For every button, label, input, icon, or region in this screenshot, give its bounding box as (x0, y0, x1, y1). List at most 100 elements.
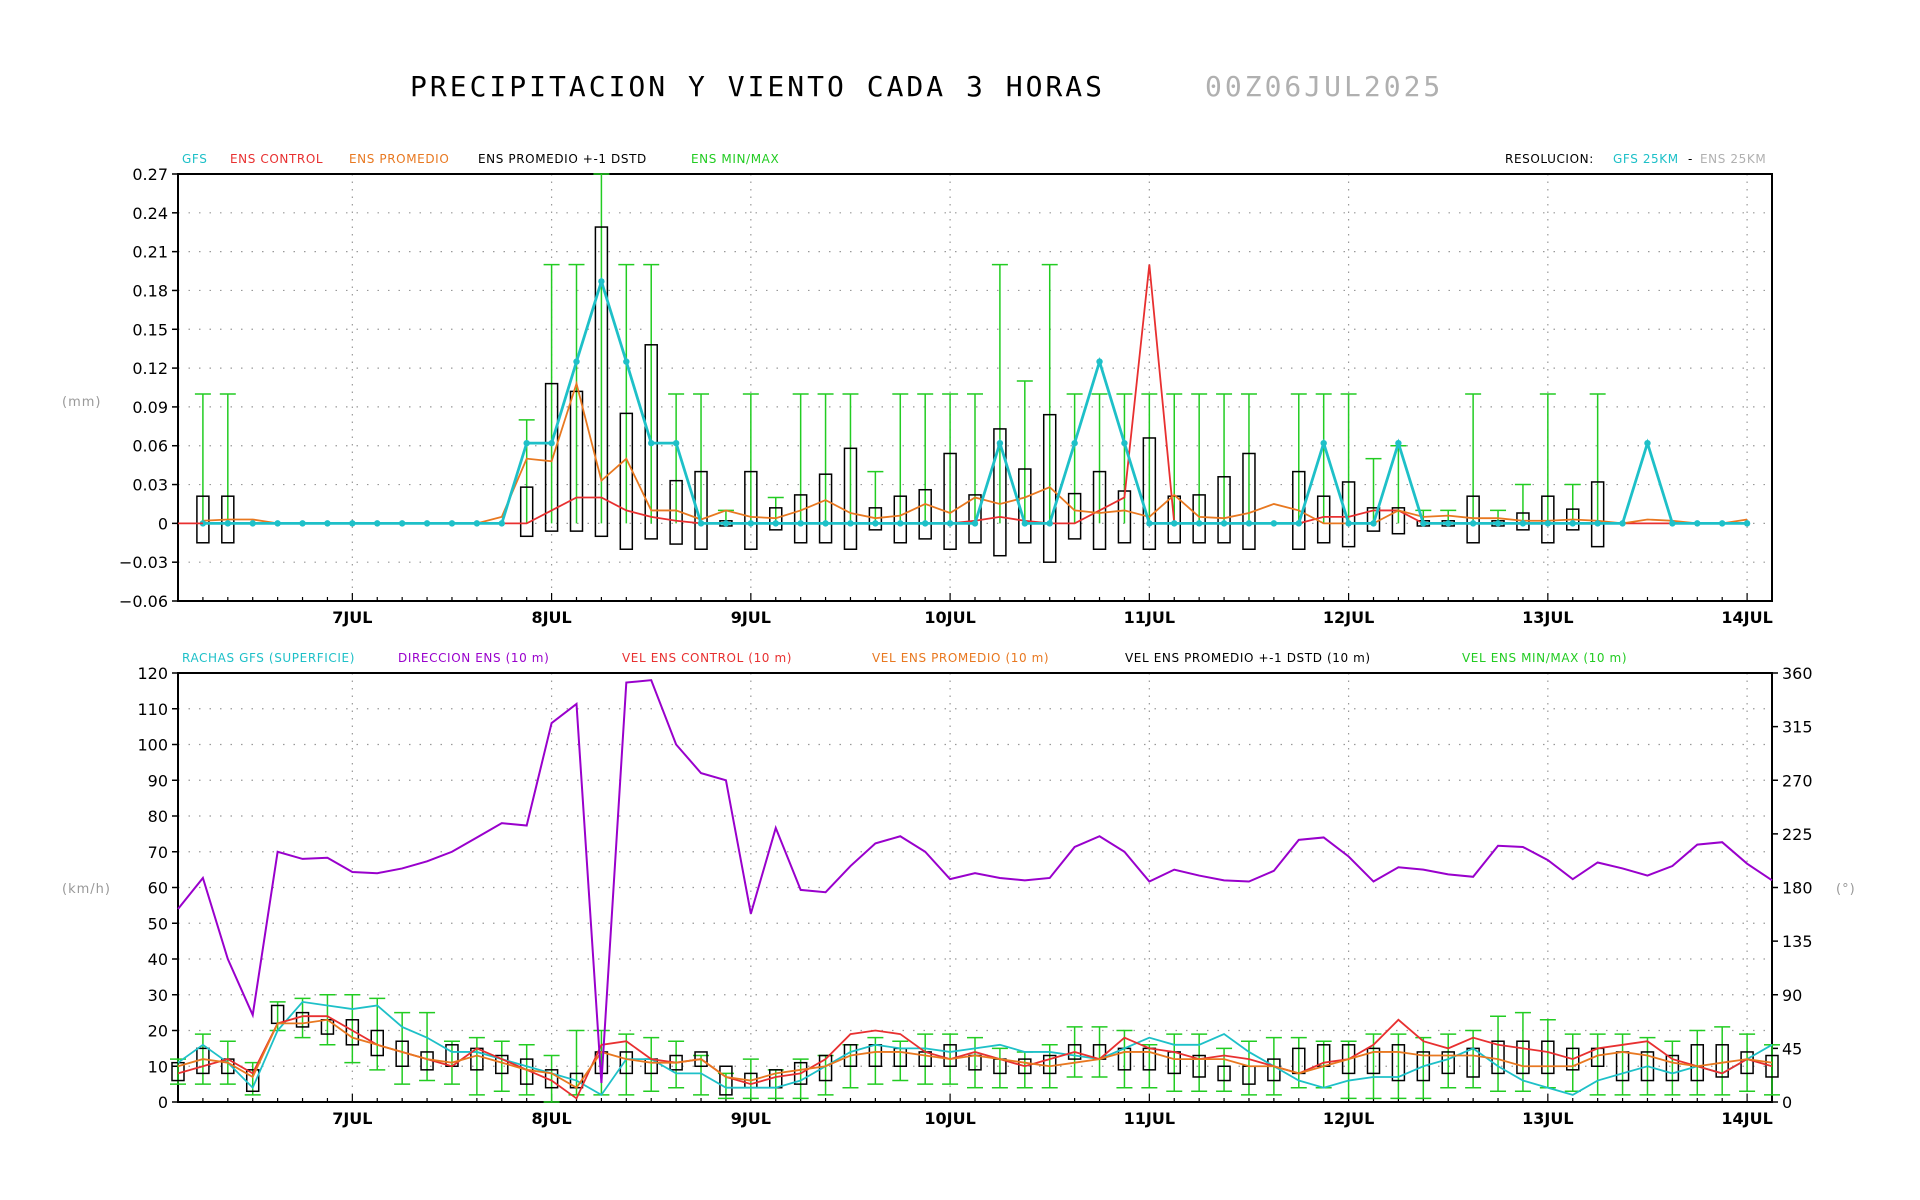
wind-dstd-box-36 (1067, 1044, 1082, 1060)
wind-ytick-right-label-8: 360 (1782, 664, 1813, 683)
wind-ylabel-right: (°) (1836, 882, 1856, 897)
wind-dstd-box-22 (719, 1065, 733, 1096)
precip-dstd-box-30 (943, 452, 957, 550)
precip-gfs-point-60 (1694, 520, 1701, 527)
run-label: 00Z06JUL2025 (1205, 70, 1443, 103)
precip-gfs-point-53 (1519, 520, 1527, 527)
precip-gfs-point-61 (1718, 520, 1726, 527)
precip-gfs-point-57 (1619, 520, 1626, 527)
precip-gfs-point-37 (1121, 439, 1128, 447)
wind-ytick-label-7: 70 (148, 843, 168, 862)
precip-gfs-point-29 (921, 520, 929, 527)
precip-gfs-point-59 (1669, 520, 1676, 527)
precip-gfs-point-33 (1021, 520, 1029, 527)
wind-rachas-gfs-line (177, 1000, 1773, 1097)
precip-dstd-box-29 (918, 488, 932, 540)
precip-plot: −0.06 −0.03 0 0.03 0.06 0.09 0.12 0.15 0.18 0.21 0… (119, 165, 1773, 627)
precip-ytick-label-10: 0.24 (132, 204, 168, 223)
wind-dstd-box-54 (1516, 1040, 1530, 1075)
wind-xtick-label-7: 14JUL (1721, 1109, 1772, 1128)
wind-vel-promedio-line (177, 1018, 1773, 1089)
wind-dstd-box-53 (1491, 1040, 1505, 1075)
wind-legend: RACHAS GFS (SUPERFICIE) DIRECCION ENS (1… (182, 651, 1627, 665)
precip-xtick-label-7: 14JUL (1721, 608, 1772, 627)
precip-dstd-box-25 (818, 473, 833, 544)
precip-gfs-point-44 (1295, 520, 1302, 527)
precip-legend: GFS ENS CONTROL ENS PROMEDIO ENS PROMEDI… (182, 152, 1766, 166)
precip-gfs-point-23 (772, 520, 779, 527)
legend-gfs: GFS (182, 152, 207, 166)
wind-ytick-label-11: 110 (137, 700, 168, 719)
precip-gfs-point-8 (398, 520, 406, 527)
precip-gfs-point-48 (1395, 439, 1402, 447)
precip-dstd-box-46 (1341, 481, 1356, 548)
wind-ytick-right-label-4: 180 (1782, 879, 1813, 898)
precip-gfs-point-27 (872, 520, 879, 527)
precip-gfs-point-45 (1320, 439, 1327, 447)
precip-gfs-point-52 (1494, 520, 1502, 527)
wind-dstd-box-50 (1416, 1051, 1431, 1082)
wind-dstd-box-60 (1665, 1054, 1680, 1082)
precip-gfs-point-12 (498, 520, 505, 527)
wind-ytick-label-0: 0 (158, 1093, 168, 1112)
precip-ytick-label-8: 0.18 (132, 281, 168, 300)
precip-dstd-box-42 (1242, 452, 1256, 550)
precip-ytick-label-7: 0.15 (132, 320, 168, 339)
precip-xtick-label-2: 9JUL (731, 608, 771, 627)
precip-gfs-point-16 (598, 278, 605, 285)
wind-ytick-label-3: 30 (148, 986, 168, 1005)
wind-xtick-label-0: 7JUL (332, 1109, 372, 1128)
precip-dstd-box-24 (793, 494, 808, 544)
wind-ytick-label-10: 100 (137, 736, 168, 755)
wind-ytick-label-6: 60 (148, 879, 168, 898)
wind-ytick-label-2: 20 (148, 1022, 168, 1041)
wind-xtick-label-1: 8JUL (531, 1109, 571, 1128)
precip-dstd-box-26 (843, 447, 858, 550)
wind-xtick-label-3: 10JUL (924, 1109, 975, 1128)
precip-gfs-point-7 (374, 520, 381, 527)
precip-dstd-box-13 (519, 486, 534, 538)
wind-ytick-right-label-3: 135 (1782, 932, 1813, 951)
precip-gfs-point-31 (971, 520, 979, 527)
wind-dstd-box-64 (1765, 1054, 1779, 1078)
legend-vel-minmax: VEL ENS MIN/MAX (10 m) (1462, 651, 1627, 665)
wind-dstd-box-49 (1391, 1044, 1406, 1082)
precip-gfs-point-18 (648, 439, 655, 447)
precip-dstd-box-31 (968, 494, 982, 544)
precip-dstd-box-40 (1192, 494, 1206, 544)
precip-dstd-box-20 (694, 470, 708, 550)
precip-dstd-box-14 (544, 382, 559, 532)
precip-xtick-label-6: 13JUL (1522, 608, 1573, 627)
precip-dstd-box-54 (1541, 495, 1555, 544)
precip-dstd-box-48 (1391, 507, 1406, 535)
precip-dstd-box-51 (1466, 495, 1480, 544)
wind-dstd-box-35 (1042, 1054, 1057, 1075)
precip-gfs-point-10 (448, 520, 456, 527)
precip-ytick-label-1: −0.03 (119, 553, 168, 572)
precip-ytick-label-0: −0.06 (119, 592, 168, 611)
wind-xtick-label-6: 13JUL (1522, 1109, 1573, 1128)
precip-dstd-box-35 (1067, 492, 1082, 540)
resolution-ens: ENS 25KM (1700, 152, 1766, 166)
precip-ytick-label-6: 0.12 (132, 359, 168, 378)
precip-gfs-point-30 (946, 520, 954, 527)
wind-dstd-box-48 (1366, 1047, 1381, 1075)
resolution-sep: - (1688, 152, 1693, 166)
precip-dstd-box-36 (1092, 470, 1107, 550)
precip-minmax (194, 173, 1606, 524)
precip-ytick-label-9: 0.21 (132, 243, 168, 262)
wind-xtick-label-4: 11JUL (1124, 1109, 1175, 1128)
precip-gfs-point-9 (423, 520, 431, 527)
wind-dstd-box-26 (818, 1054, 833, 1082)
precip-gfs-point-34 (1046, 520, 1053, 527)
precip-dstd-box-38 (1142, 437, 1157, 550)
precip-xtick-label-1: 8JUL (531, 608, 571, 627)
precip-gfs-point-26 (847, 520, 854, 527)
precip-dstd-box-44 (1292, 470, 1306, 550)
resolution-label: RESOLUCION: (1505, 152, 1594, 166)
wind-ylabel-left: (km/h) (62, 882, 111, 897)
precip-gfs-points (199, 278, 1751, 527)
precip-frame (177, 173, 1773, 602)
wind-dstd-box-61 (1690, 1044, 1705, 1082)
wind-ytick-label-12: 120 (137, 664, 168, 683)
